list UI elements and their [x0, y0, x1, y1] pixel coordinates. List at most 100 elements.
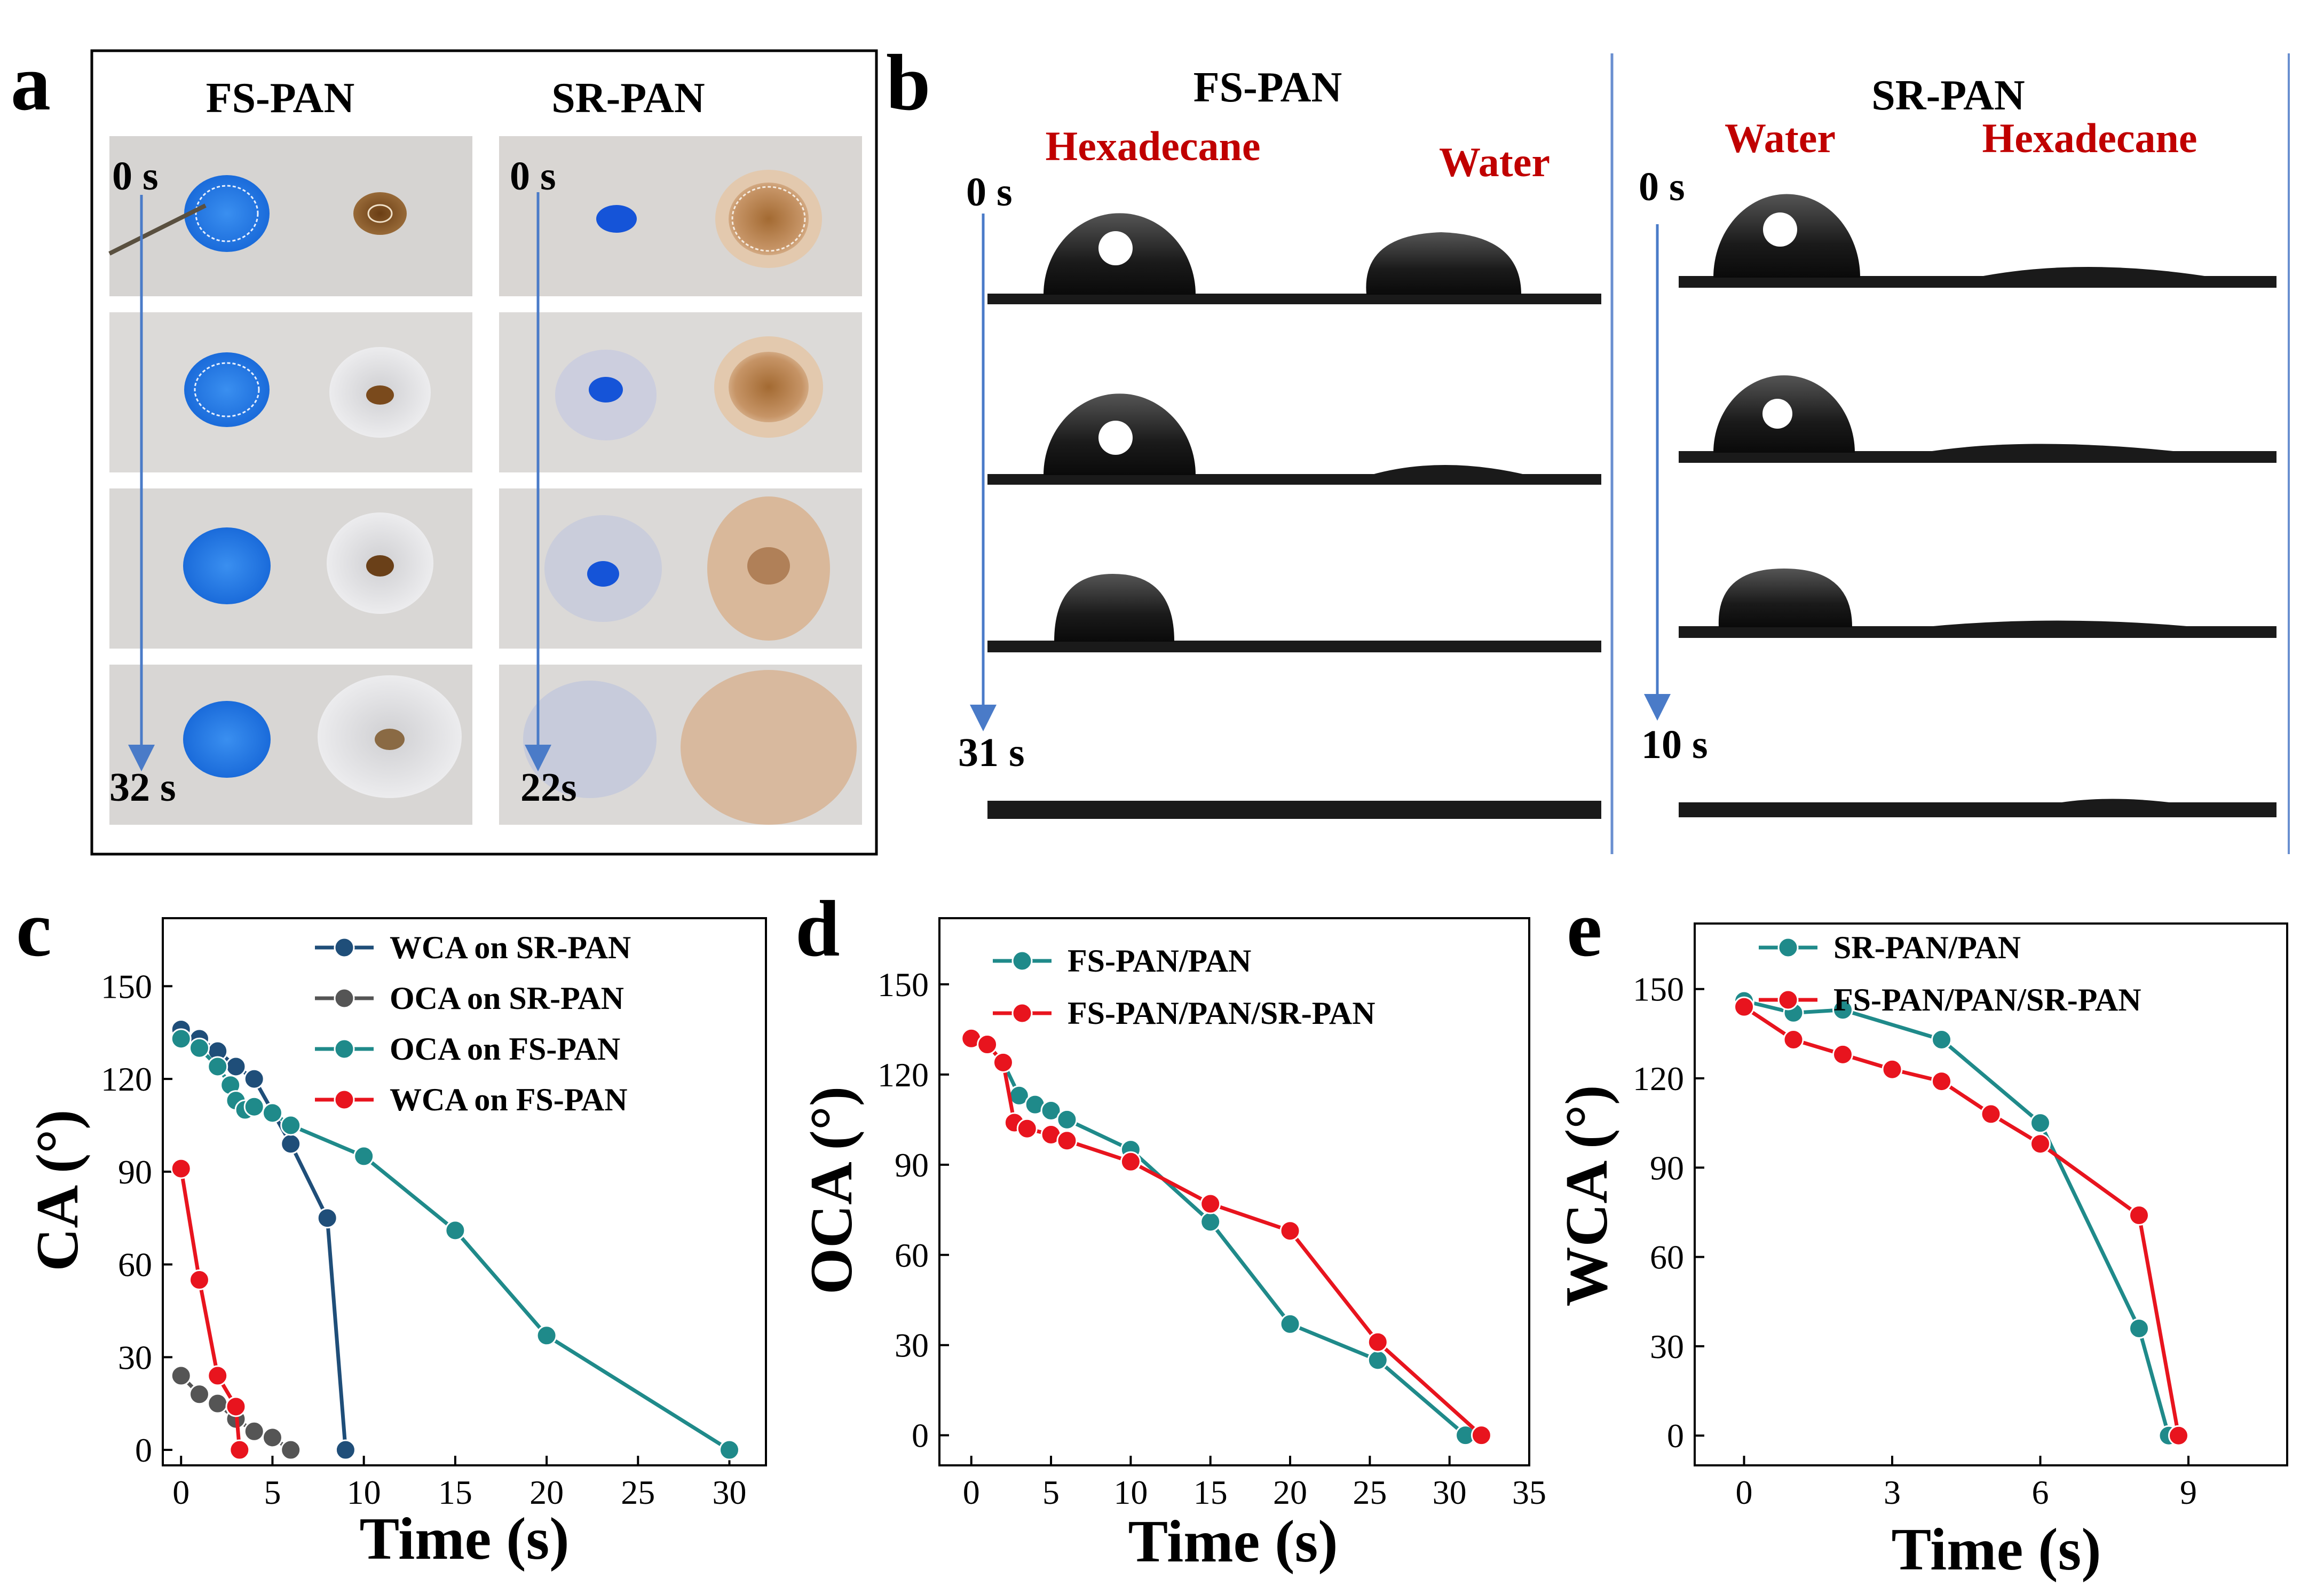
panel-b-sr-title: SR-PAN — [1871, 72, 2025, 119]
chart-e-xtick-label: 0 — [1736, 1473, 1753, 1511]
chart-e-xlabel: Time (s) — [1892, 1517, 2101, 1583]
chart-d-xtick-label: 15 — [1193, 1473, 1228, 1511]
chart-e-ytick-label: 90 — [1650, 1149, 1684, 1187]
chart-c-series-2-point — [207, 1056, 228, 1077]
chart-c-series-3-point — [229, 1439, 250, 1461]
chart-c-series-0-point — [335, 1439, 356, 1461]
chart-e-frame — [1694, 922, 2288, 1466]
chart-d-legend-label-0: FS-PAN/PAN — [1068, 943, 1251, 979]
chart-c-legend-marker-2 — [334, 1038, 355, 1060]
chart-d-xtick-label: 25 — [1353, 1473, 1387, 1511]
panel-label-b: b — [886, 38, 930, 127]
chart-c-xtick-label: 20 — [529, 1473, 564, 1511]
panel-b-fs-liquid2: Water — [1439, 139, 1550, 185]
chart-d-series-0-point — [1056, 1109, 1078, 1130]
chart-d-xtick-label: 0 — [963, 1473, 980, 1511]
chart-d-ytick-label: 150 — [878, 966, 929, 1004]
panel-a-photo-grid — [108, 136, 862, 825]
panel-b-fs-end: 31 s — [958, 730, 1025, 775]
chart-c-ytick-label: 90 — [118, 1153, 152, 1191]
chart-c-series-2-point — [353, 1146, 375, 1167]
chart-d-series-1-point — [1471, 1425, 1492, 1446]
chart-d-ytick-label: 0 — [912, 1417, 929, 1455]
chart-e-ytick-label: 150 — [1633, 970, 1684, 1008]
chart-c-series-2-point — [262, 1102, 283, 1124]
chart-e-series-1-point — [1882, 1059, 1903, 1080]
chart-e-series-1-line — [1743, 1005, 2180, 1436]
chart-d-series-1-line — [970, 1036, 1483, 1437]
chart-c-legend-label-0: WCA on SR-PAN — [390, 930, 631, 965]
chart-e-ytick-label: 30 — [1650, 1328, 1684, 1366]
panel-a-fs-end: 32 s — [109, 765, 176, 810]
panel-b-sr-start: 0 s — [1639, 164, 1685, 209]
chart-d-series-0-point — [1200, 1211, 1221, 1233]
chart-c-legend-marker-0 — [334, 937, 355, 958]
chart-e-series-1-point — [2129, 1205, 2149, 1226]
chart-c: 0 5 10 15 20 25 30 0 30 60 90 120 150 Time (s) CA (°) W… — [25, 917, 767, 1572]
chart-e-series-1-point — [2030, 1133, 2051, 1155]
panel-b-sr-liquid1: Water — [1725, 115, 1836, 161]
chart-d-series-0-point — [1367, 1350, 1388, 1371]
chart-d-ytick-label: 60 — [895, 1236, 929, 1274]
chart-c-ytick-label: 0 — [135, 1431, 152, 1469]
chart-d-xtick-label: 10 — [1113, 1473, 1148, 1511]
panel-b-fs-title: FS-PAN — [1193, 64, 1342, 111]
panel-label-c: c — [16, 885, 52, 973]
panel-a-sr-start: 0 s — [510, 154, 556, 199]
chart-d-xtick-label: 30 — [1433, 1473, 1467, 1511]
chart-e-xtick-label: 6 — [2032, 1473, 2049, 1511]
chart-c-legend-marker-1 — [334, 988, 355, 1009]
chart-e-xtick-label: 9 — [2180, 1473, 2197, 1511]
chart-c-series-0-point — [225, 1056, 247, 1077]
chart-d-xtick-label: 5 — [1042, 1473, 1060, 1511]
chart-c-series-1-point — [262, 1427, 283, 1448]
chart-e-series-1-point — [1832, 1044, 1853, 1065]
chart-d-series-1-point — [1016, 1118, 1038, 1139]
chart-d-ytick-label: 120 — [878, 1056, 929, 1094]
chart-c-series-1-point — [280, 1439, 302, 1461]
chart-e-series-0-line — [1743, 999, 2171, 1437]
chart-d-ylabel: OCA (°) — [799, 1086, 865, 1295]
chart-c-series-3-point — [188, 1269, 210, 1291]
chart-d-series-1-point — [992, 1052, 1014, 1073]
chart-e-series-0-point — [2129, 1317, 2149, 1339]
chart-e-ytick-label: 120 — [1633, 1060, 1684, 1098]
panel-b-fs-liquid1: Hexadecane — [1046, 123, 1261, 169]
chart-c-legend-label-1: OCA on SR-PAN — [390, 981, 624, 1016]
chart-d-legend-marker-0 — [1011, 950, 1033, 972]
chart-e-legend-label-0: SR-PAN/PAN — [1833, 930, 2021, 965]
chart-d-legend-marker-1 — [1011, 1003, 1033, 1024]
chart-e-legend-marker-0 — [1777, 937, 1799, 958]
panel-b-sr-end: 10 s — [1641, 722, 1708, 767]
chart-e-series-1-point — [1980, 1103, 2002, 1125]
chart-c-series-2-point — [719, 1439, 740, 1461]
chart-d-frame — [938, 917, 1530, 1466]
chart-c-series-3-point — [225, 1396, 247, 1417]
chart-c-series-0-point — [243, 1068, 265, 1090]
panel-a-fs-title: FS-PAN — [206, 75, 354, 122]
chart-c-series-0-point — [280, 1133, 302, 1155]
chart-d-series-1-point — [1120, 1151, 1141, 1172]
chart-c-series-2-point — [188, 1037, 210, 1059]
chart-d-series-1-point — [1056, 1130, 1078, 1151]
chart-c-xtick-label: 15 — [438, 1473, 472, 1511]
chart-c-series-2-point — [445, 1220, 466, 1241]
chart-c-legend-marker-3 — [334, 1089, 355, 1110]
chart-c-series-2-point — [243, 1096, 265, 1117]
chart-e-series-1-point — [2168, 1425, 2189, 1446]
chart-c-ytick-label: 30 — [118, 1338, 152, 1376]
chart-c-series-2-point — [536, 1325, 557, 1346]
chart-d-series-1-point — [1367, 1331, 1388, 1353]
panel-a-sr-title: SR-PAN — [551, 75, 705, 122]
chart-c-legend-label-3: WCA on FS-PAN — [390, 1082, 628, 1117]
chart-c-xtick-label: 10 — [347, 1473, 381, 1511]
chart-c-xtick-label: 30 — [713, 1473, 747, 1511]
chart-e-series-1-point — [1931, 1071, 1952, 1092]
chart-d-series-1-point — [1279, 1220, 1301, 1242]
chart-c-frame — [162, 917, 767, 1466]
chart-c-series-3-point — [207, 1365, 228, 1386]
chart-e-series-0-point — [2030, 1112, 2051, 1134]
chart-e-series-1-point — [1734, 996, 1754, 1017]
